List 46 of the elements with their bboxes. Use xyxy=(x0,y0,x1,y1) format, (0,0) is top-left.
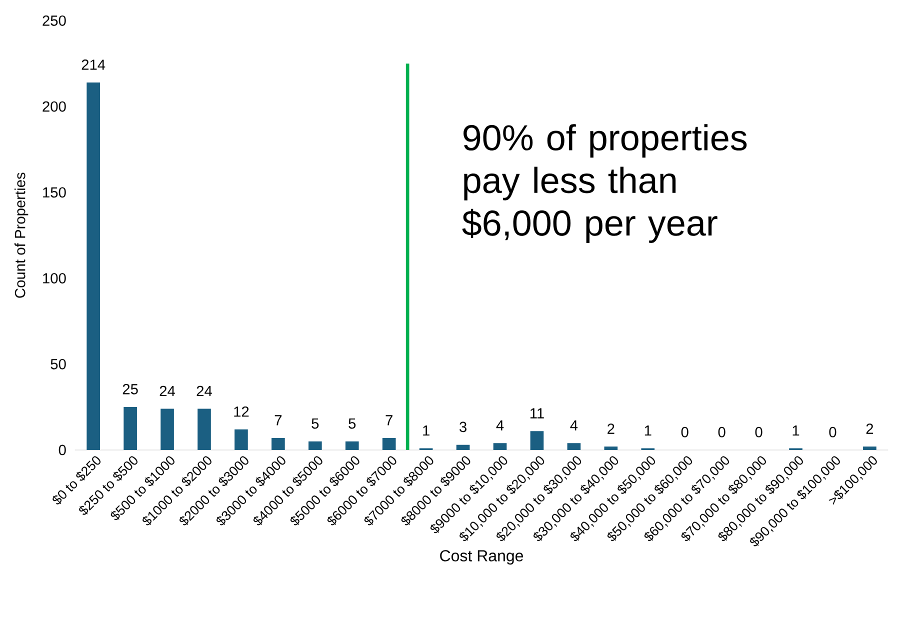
x-axis-title: Cost Range xyxy=(440,550,524,565)
bar xyxy=(86,82,100,450)
data-label: 5 xyxy=(312,418,319,429)
y-tick-label: 150 xyxy=(43,187,66,198)
y-tick-label: 0 xyxy=(58,444,66,456)
data-label: 1 xyxy=(644,425,652,436)
data-label: 24 xyxy=(196,386,212,396)
data-label: 0 xyxy=(681,426,688,438)
bar xyxy=(567,443,581,450)
bar xyxy=(493,443,507,450)
bar xyxy=(345,441,359,450)
data-label: 7 xyxy=(274,415,282,426)
data-label: 1 xyxy=(792,425,800,436)
data-label: 4 xyxy=(496,420,504,430)
data-label: 214 xyxy=(82,60,106,70)
bar xyxy=(234,429,248,450)
y-tick-label: 50 xyxy=(50,358,66,370)
y-axis-title: Count of Properties xyxy=(14,172,28,298)
data-label: 1 xyxy=(423,425,430,436)
data-label: 3 xyxy=(460,422,466,432)
bar xyxy=(456,444,470,450)
bar xyxy=(530,431,544,450)
annotation: 90% of properties pay less than $6,000 per year xyxy=(462,124,747,243)
data-label: 24 xyxy=(160,386,175,396)
bar xyxy=(160,408,174,450)
data-label: 12 xyxy=(234,406,249,417)
data-label: 4 xyxy=(570,420,578,430)
data-label: 11 xyxy=(530,408,544,418)
y-tick-label: 200 xyxy=(42,101,66,112)
bar xyxy=(863,446,876,450)
data-label: 2 xyxy=(608,424,614,434)
bar xyxy=(198,408,211,450)
data-label: 0 xyxy=(718,426,726,438)
data-label: 2 xyxy=(866,424,874,434)
data-label: 0 xyxy=(829,426,836,438)
bar xyxy=(124,407,137,450)
data-label: 0 xyxy=(755,426,762,438)
y-tick-label: 100 xyxy=(43,273,66,284)
data-label: 5 xyxy=(348,418,356,429)
bar xyxy=(382,438,396,450)
bar xyxy=(272,438,285,450)
y-tick-label: 250 xyxy=(42,15,66,26)
data-label: 7 xyxy=(386,415,392,426)
bar xyxy=(604,446,618,450)
bar xyxy=(308,441,322,450)
data-label: 25 xyxy=(122,384,138,394)
